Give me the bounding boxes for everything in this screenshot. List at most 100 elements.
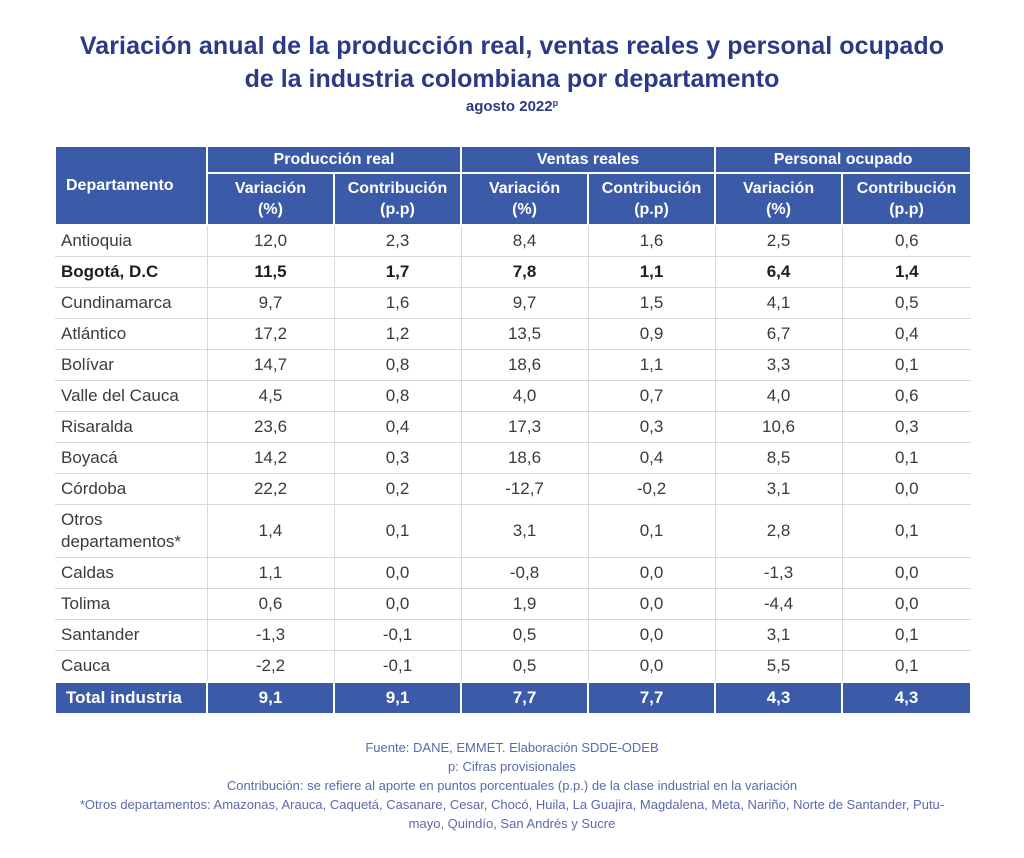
header-contribucion-unit: (p.p) bbox=[634, 201, 669, 218]
value-cell: 1,4 bbox=[842, 256, 972, 288]
value-cell: 0,8 bbox=[334, 349, 462, 381]
value-cell: 0,3 bbox=[588, 411, 716, 443]
value-cell: 1,9 bbox=[461, 588, 589, 620]
department-name: Boyacá bbox=[55, 442, 208, 474]
value-cell: 6,7 bbox=[715, 318, 843, 350]
table-row: Otros departamentos* 1,4 0,1 3,1 0,1 2,8 0,1 bbox=[55, 504, 972, 558]
subtitle-text: agosto 2022 bbox=[465, 98, 553, 115]
value-cell: 2,5 bbox=[715, 225, 843, 257]
header-variacion: Variación (%) bbox=[714, 172, 844, 226]
department-name: Córdoba bbox=[55, 473, 208, 505]
value-cell: 0,4 bbox=[588, 442, 716, 474]
table-row: Cundinamarca 9,7 1,6 9,7 1,5 4,1 0,5 bbox=[55, 287, 972, 319]
value-cell: 0,1 bbox=[588, 504, 716, 558]
table-row: Risaralda 23,6 0,4 17,3 0,3 10,6 0,3 bbox=[55, 411, 972, 443]
value-cell: 0,0 bbox=[588, 588, 716, 620]
value-cell: 0,0 bbox=[588, 619, 716, 651]
value-cell: 0,5 bbox=[461, 650, 589, 683]
value-cell: -0,2 bbox=[588, 473, 716, 505]
department-name-part: Bogotá, D.C bbox=[61, 262, 159, 281]
header-contribucion-label: Contribución bbox=[856, 180, 957, 197]
header-variacion: Variación (%) bbox=[460, 172, 590, 226]
value-cell: 0,1 bbox=[842, 349, 972, 381]
value-cell: 0,4 bbox=[842, 318, 972, 350]
header-personal-ocupado: Personal ocupado bbox=[714, 145, 973, 174]
footnote-source: Fuente: DANE, EMMET. Elaboración SDDE-OD… bbox=[365, 740, 659, 755]
value-cell: -4,4 bbox=[715, 588, 843, 620]
footnote-provisional: p: Cifras provisionales bbox=[448, 759, 576, 774]
value-cell: -0,8 bbox=[461, 557, 589, 589]
value-cell: 4,5 bbox=[207, 380, 335, 412]
department-name: Caldas bbox=[55, 557, 208, 589]
department-name: Risaralda bbox=[55, 411, 208, 443]
value-cell: 0,2 bbox=[334, 473, 462, 505]
total-value-cell: 4,3 bbox=[714, 681, 844, 715]
value-cell: 0,0 bbox=[842, 473, 972, 505]
department-name: Cauca bbox=[55, 650, 208, 683]
header-variacion-unit: (%) bbox=[258, 201, 283, 218]
footnote-other-departments-cont: mayo, Quindío, San Andrés y Sucre bbox=[408, 816, 616, 831]
value-cell: 18,6 bbox=[461, 349, 589, 381]
value-cell: 1,2 bbox=[334, 318, 462, 350]
department-name: Valle del Cauca bbox=[55, 380, 208, 412]
department-name-part: Boyacá bbox=[61, 448, 118, 467]
value-cell: 3,1 bbox=[715, 473, 843, 505]
value-cell: 1,1 bbox=[588, 349, 716, 381]
header-variacion: Variación (%) bbox=[206, 172, 335, 226]
table-row: Bolívar 14,7 0,8 18,6 1,1 3,3 0,1 bbox=[55, 349, 972, 381]
total-value-cell: 7,7 bbox=[587, 681, 717, 715]
value-cell: 1,6 bbox=[334, 287, 462, 319]
value-cell: 0,1 bbox=[334, 504, 462, 558]
table-row: Antioquia 12,0 2,3 8,4 1,6 2,5 0,6 bbox=[55, 225, 972, 257]
department-name: Atlántico bbox=[55, 318, 208, 350]
value-cell: 13,5 bbox=[461, 318, 589, 350]
header-variacion-label: Variación bbox=[742, 180, 815, 197]
value-cell: 1,6 bbox=[588, 225, 716, 257]
department-name-part: Cundinamarca bbox=[61, 293, 172, 312]
header-variacion-label: Variación bbox=[234, 180, 307, 197]
value-cell: 0,6 bbox=[842, 225, 972, 257]
value-cell: -2,2 bbox=[207, 650, 335, 683]
header-contribucion-unit: (p.p) bbox=[889, 201, 924, 218]
table-row: Bogotá, D.C 11,5 1,7 7,8 1,1 6,4 1,4 bbox=[55, 256, 972, 288]
value-cell: 4,0 bbox=[715, 380, 843, 412]
footnote-other-departments: *Otros departamentos: Amazonas, Arauca, … bbox=[79, 797, 945, 812]
value-cell: 0,1 bbox=[842, 504, 972, 558]
value-cell: 8,4 bbox=[461, 225, 589, 257]
header-variacion-label: Variación bbox=[488, 180, 561, 197]
department-name-part: Santander bbox=[61, 625, 140, 644]
value-cell: 1,7 bbox=[334, 256, 462, 288]
value-cell: 17,3 bbox=[461, 411, 589, 443]
value-cell: 0,0 bbox=[842, 557, 972, 589]
value-cell: 0,1 bbox=[842, 650, 972, 683]
department-name-part: Bolívar bbox=[61, 355, 114, 374]
value-cell: 5,5 bbox=[715, 650, 843, 683]
department-name: Antioquia bbox=[55, 225, 208, 257]
department-name: Santander bbox=[55, 619, 208, 651]
header-contribucion-unit: (p.p) bbox=[380, 201, 415, 218]
value-cell: 0,9 bbox=[588, 318, 716, 350]
value-cell: 0,0 bbox=[588, 650, 716, 683]
total-value-cell: 7,7 bbox=[460, 681, 590, 715]
table-row: Caldas 1,1 0,0 -0,8 0,0 -1,3 0,0 bbox=[55, 557, 972, 589]
department-name-part: departamentos* bbox=[61, 532, 182, 551]
value-cell: 3,3 bbox=[715, 349, 843, 381]
department-name-part: Caldas bbox=[61, 563, 114, 582]
value-cell: -0,1 bbox=[334, 619, 462, 651]
value-cell: 1,5 bbox=[588, 287, 716, 319]
value-cell: -1,3 bbox=[207, 619, 335, 651]
department-name: Cundinamarca bbox=[55, 287, 208, 319]
subtitle: agosto 2022p bbox=[0, 97, 1024, 117]
department-name-part: Valle del Cauca bbox=[61, 386, 179, 405]
value-cell: 8,5 bbox=[715, 442, 843, 474]
department-name-part: Tolima bbox=[61, 594, 111, 613]
value-cell: -12,7 bbox=[461, 473, 589, 505]
department-name-part: Cauca bbox=[61, 656, 111, 675]
department-name-part: Antioquia bbox=[61, 231, 132, 250]
title-line-1: Variación anual de la producción real, v… bbox=[79, 32, 945, 60]
value-cell: 4,1 bbox=[715, 287, 843, 319]
value-cell: 2,3 bbox=[334, 225, 462, 257]
header-contribucion-label: Contribución bbox=[347, 180, 448, 197]
value-cell: 9,7 bbox=[207, 287, 335, 319]
table-row: Valle del Cauca 4,5 0,8 4,0 0,7 4,0 0,6 bbox=[55, 380, 972, 412]
